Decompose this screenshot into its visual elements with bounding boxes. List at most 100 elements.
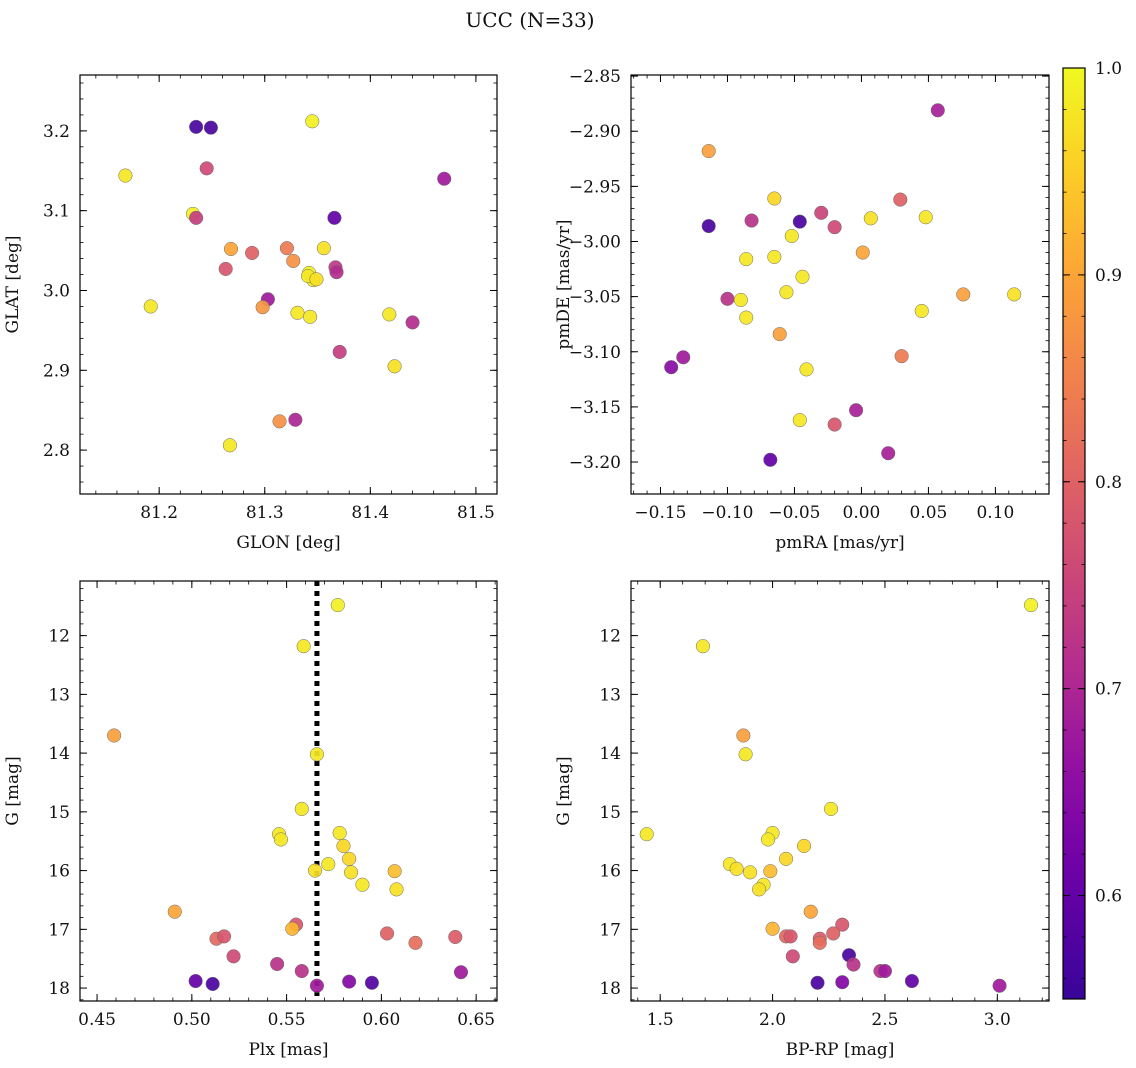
ax1-points	[118, 114, 452, 453]
ax2-xtick-label: −0.10	[701, 503, 753, 523]
ax1-point	[288, 412, 303, 427]
ax4-point	[738, 747, 753, 762]
ax2-point	[893, 192, 908, 207]
ax2-point	[1007, 287, 1022, 302]
ax2-point	[849, 403, 864, 418]
ax2-point	[914, 303, 929, 319]
ax3-point	[408, 935, 423, 950]
ax2-point	[701, 144, 716, 159]
ax1-point	[437, 171, 452, 186]
ax2-point	[772, 327, 787, 342]
ax3-xtick-label: 0.45	[78, 1010, 116, 1030]
ax1-point	[332, 344, 347, 359]
ax3-point	[342, 851, 357, 866]
ax2-xtick-label: 0.00	[843, 503, 881, 523]
ax4-point	[835, 917, 850, 932]
ax3-ytick-label: 16	[48, 862, 70, 882]
ax3-point	[226, 949, 241, 964]
ax3-point	[309, 747, 324, 762]
ax4-ytick-label: 12	[599, 627, 621, 647]
ax3-point	[387, 864, 402, 879]
axes-layer: 81.2 81.3 81.4 81.5 2.8 2.9 3.0 3.1 3.2 GLON [deg…	[3, 67, 1050, 1060]
ax1-point	[245, 245, 260, 261]
ax2-point	[814, 205, 829, 220]
ax4-point	[812, 935, 827, 950]
ax1-point	[203, 120, 218, 135]
ax3-ytick-label: 15	[48, 803, 70, 823]
ax3-xlabel: Plx [mas]	[248, 1040, 328, 1060]
ax4-point	[729, 861, 744, 876]
ax4-ytick-label: 17	[599, 920, 621, 940]
ax2-point	[676, 350, 691, 365]
ax3-point	[389, 882, 404, 897]
ax3-point	[336, 838, 351, 853]
ax4-point	[823, 801, 839, 816]
ax2-point	[799, 362, 814, 377]
ax3-point	[448, 929, 463, 945]
ax4-ytick-label: 18	[599, 979, 621, 999]
ax2-point	[827, 417, 842, 432]
ax2-point	[739, 310, 754, 325]
ax2-point	[930, 103, 945, 118]
ax4-point	[1023, 598, 1039, 613]
ax4-point	[785, 949, 800, 964]
ax3-xtick-label: 0.55	[268, 1010, 306, 1030]
ax2-xlabel: pmRA [mas/yr]	[775, 533, 904, 553]
ax2-xtick-label: 0.10	[976, 503, 1014, 523]
ax2-point	[956, 287, 971, 302]
ax1-point	[290, 305, 305, 320]
ax3-point	[188, 973, 203, 989]
colorbar-tick-label: 1.0	[1095, 59, 1122, 79]
ax4-point	[695, 639, 710, 654]
ax4-xlabel: BP-RP [mag]	[786, 1040, 895, 1060]
ax2-ytick-label: −3.15	[569, 398, 621, 418]
ax1-point	[143, 299, 158, 314]
ax3-point	[330, 598, 345, 613]
ax1-xtick-label: 81.3	[246, 503, 284, 523]
ax3-ytick-label: 17	[48, 920, 70, 940]
ax3-ylabel: G [mag]	[3, 756, 23, 825]
ax3-point	[285, 921, 300, 936]
ax1-point	[309, 272, 324, 287]
ax2-point	[792, 413, 807, 428]
ax2-point	[855, 245, 870, 260]
ax1-xtick-label: 81.5	[457, 503, 495, 523]
ax3-point	[273, 832, 288, 847]
ax4-point	[783, 929, 798, 944]
ax1-point	[279, 241, 294, 256]
colorbar-tick-label: 0.7	[1095, 680, 1122, 700]
ax2-point	[763, 452, 778, 467]
ax3-point	[107, 728, 122, 743]
ax3-point	[270, 956, 285, 972]
ax3-point	[342, 974, 357, 989]
ax1-point	[286, 253, 301, 269]
ax1-xtick-label: 81.4	[351, 503, 389, 523]
ax2-panel: −0.15 −0.10 −0.05 0.00 0.05 0.10 −3.20 −3.15 −3.…	[554, 67, 1050, 553]
ax2-ylabel: pmDE [mas/yr]	[554, 219, 574, 349]
ax4-ylabel: G [mag]	[554, 756, 574, 825]
ax2-ytick-label: −2.90	[569, 122, 621, 142]
ax1-point	[199, 161, 214, 176]
ax1-point	[382, 307, 397, 322]
ax2-point	[784, 228, 799, 244]
ax2-point	[664, 360, 679, 375]
ax3-point	[307, 863, 323, 878]
ax3-ytick-label: 18	[48, 979, 70, 999]
ax3-point	[344, 865, 359, 880]
ax2-point	[827, 220, 842, 235]
ax1-frame	[79, 74, 498, 495]
ax4-point	[810, 975, 825, 990]
ax4-point	[835, 975, 850, 990]
ax2-point	[918, 210, 933, 225]
ax4-point	[752, 882, 767, 897]
ax1-ytick-label: 3.0	[43, 281, 70, 301]
ax3-xtick-label: 0.65	[457, 1010, 495, 1030]
ax3-panel: 0.45 0.50 0.55 0.60 0.65 12 13 14 15 16 17 18 Plx [m…	[3, 580, 498, 1060]
ax4-point	[803, 904, 818, 919]
ax1-point	[405, 315, 420, 330]
ax1-point	[223, 241, 239, 257]
ax1-ytick-label: 3.2	[43, 122, 70, 142]
ax2-point	[795, 269, 810, 284]
ax3-point	[380, 926, 395, 941]
